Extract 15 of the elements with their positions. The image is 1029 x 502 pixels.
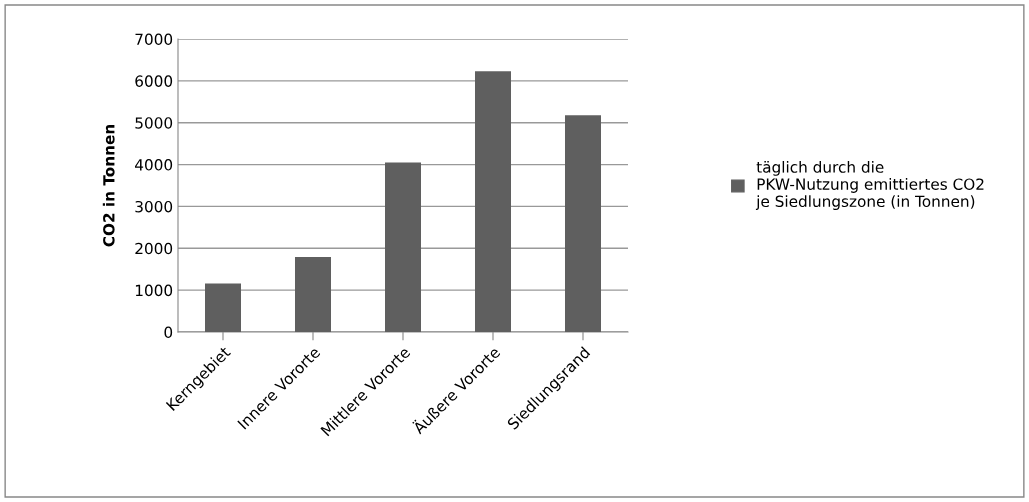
y-tick-label: 5000 (135, 117, 173, 129)
y-tick-label: 6000 (135, 75, 173, 87)
y-tick-label: 4000 (135, 159, 173, 171)
bar (295, 257, 331, 332)
y-tick-label: 1000 (135, 284, 173, 297)
bar (565, 115, 601, 332)
bar (475, 71, 511, 332)
y-tick-label: 2000 (135, 242, 173, 255)
bar (205, 283, 241, 332)
bar (385, 162, 421, 332)
y-tick-label: 0 (164, 326, 173, 339)
y-tick-label: 7000 (135, 33, 173, 46)
y-tick-label: 3000 (135, 200, 173, 213)
legend-label: täglich durch die PKW-Nutzung emittiertes CO2 je Siedlungszone (in Tonnen) (755, 161, 984, 210)
y-axis-title: CO2 in Tonnen (102, 124, 115, 247)
